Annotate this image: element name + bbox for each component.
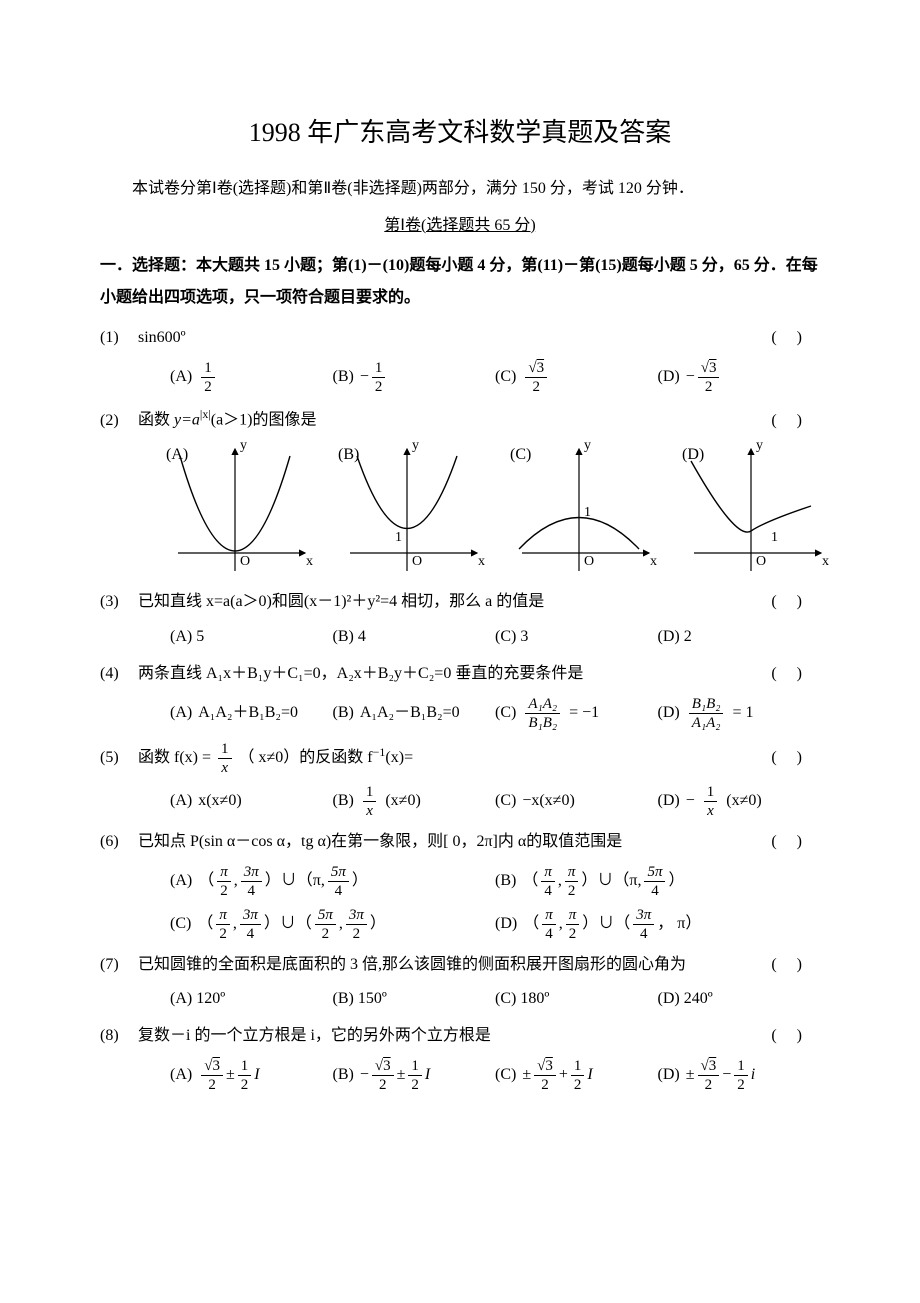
svg-text:x: x [306,554,313,569]
svg-text:y: y [584,441,591,453]
svg-text:y: y [240,441,247,453]
svg-text:x: x [650,554,657,569]
svg-text:O: O [240,554,250,569]
question-2: (2) 函数 y=a|x|(a＞1)的图像是 ( ) (A) y x O (B) [100,404,820,576]
graph-c: (C) y x O 1 [504,441,664,576]
svg-text:O: O [584,554,594,569]
question-7: (7) 已知圆锥的全面积是底面积的 3 倍,那么该圆锥的侧面积展开图扇形的圆心角… [100,951,820,1015]
q2-text: 函数 y=a|x|(a＞1)的图像是 [138,404,771,435]
answer-paren: ( ) [771,324,820,353]
question-4: (4) 两条直线 A₁x＋B₁y＋C₁=0，A₂x＋B₂y＋C₂=0 垂直的充要… [100,660,820,732]
q1-num: (1) [100,324,138,353]
question-8: (8) 复数－i 的一个立方根是 i，它的另外两个立方根是 ( ) (A) √3… [100,1022,820,1094]
svg-text:x: x [478,554,485,569]
intro-text: 本试卷分第Ⅰ卷(选择题)和第Ⅱ卷(非选择题)两部分，满分 150 分，考试 12… [100,175,820,204]
svg-text:O: O [756,554,766,569]
svg-text:y: y [412,441,419,453]
question-3: (3) 已知直线 x=a(a＞0)和圆(x－1)²＋y²=4 相切，那么 a 的… [100,588,820,652]
q2-graphs: (A) y x O (B) y x O 1 [100,441,820,576]
answer-paren: ( ) [771,407,820,436]
question-6: (6) 已知点 P(sin α－cos α，tg α)在第一象限，则[ 0，2π… [100,828,820,943]
svg-text:1: 1 [395,530,402,545]
q1-options: (A) 12 (B) −12 (C) √32 (D) −√32 [100,359,820,396]
svg-text:y: y [756,441,763,453]
instructions: 一．选择题：本大题共 15 小题；第(1)－(10)题每小题 4 分，第(11)… [100,250,820,314]
svg-text:1: 1 [584,505,591,520]
svg-text:1: 1 [771,530,778,545]
question-5: (5) 函数 f(x) = 1x （ x≠0）的反函数 f−1(x)= ( ) … [100,740,820,820]
svg-text:x: x [822,554,829,569]
q2-num: (2) [100,407,138,436]
graph-a: (A) y x O [160,441,320,576]
q1-text: sin600º [138,324,771,353]
svg-text:O: O [412,554,422,569]
section-header: 第Ⅰ卷(选择题共 65 分) [100,212,820,241]
question-1: (1) sin600º ( ) (A) 12 (B) −12 (C) √32 (… [100,324,820,396]
graph-b: (B) y x O 1 [332,441,492,576]
page-title: 1998 年广东高考文科数学真题及答案 [100,110,820,157]
graph-d: (D) y x O 1 [676,441,836,576]
